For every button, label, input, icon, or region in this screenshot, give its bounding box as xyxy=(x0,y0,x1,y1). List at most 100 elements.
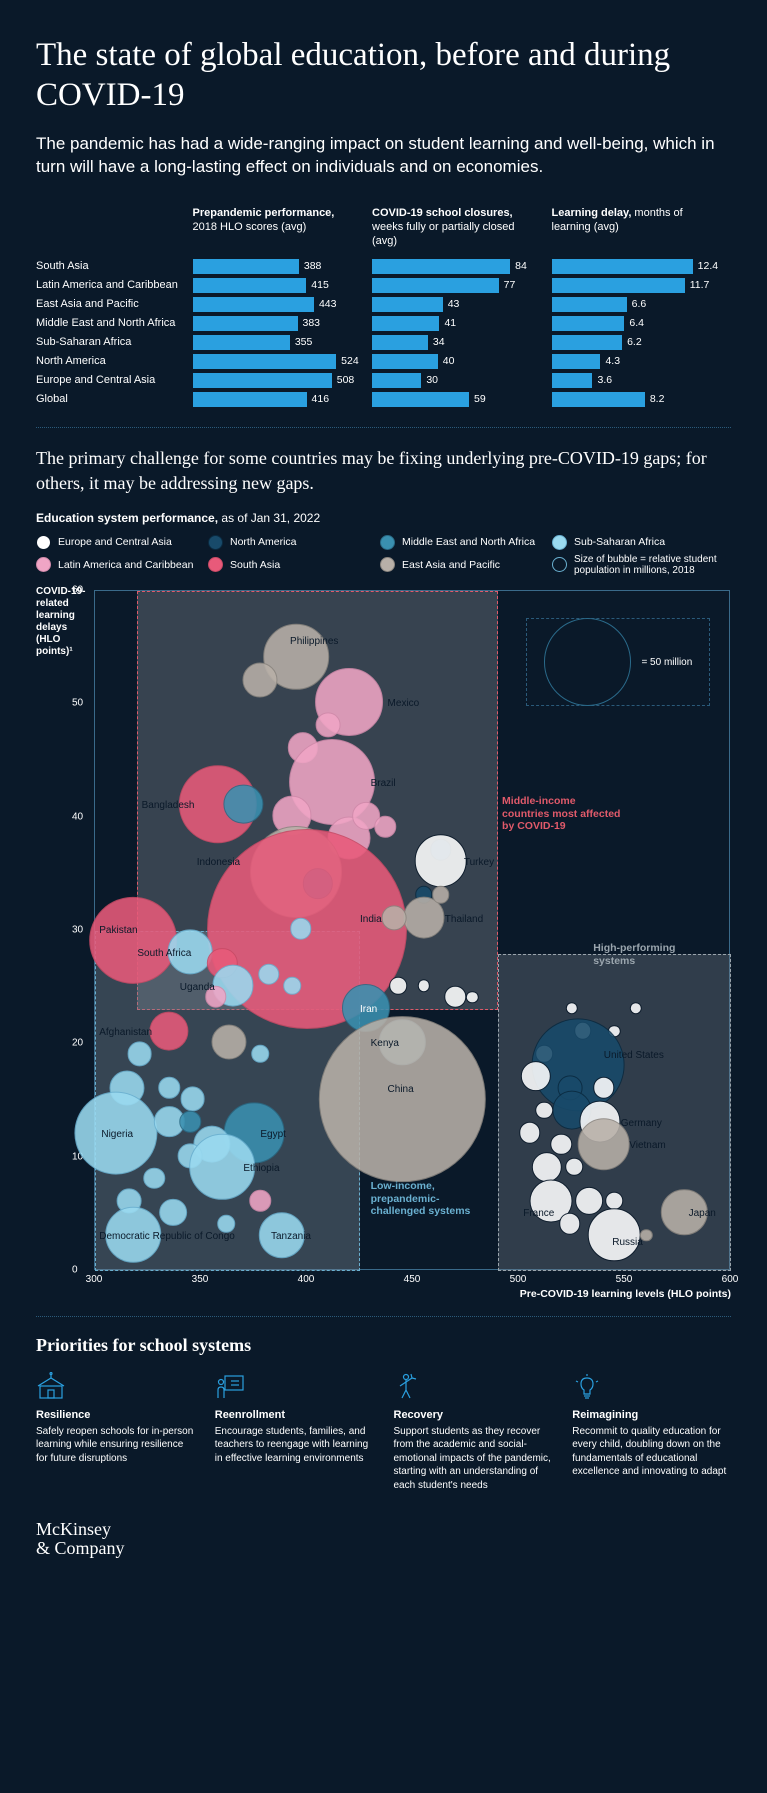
bar xyxy=(193,278,307,293)
bubble xyxy=(445,986,466,1007)
bar-region-label: North America xyxy=(36,355,193,367)
bubble xyxy=(89,896,177,984)
region-label-middle: Middle-income countries most affected by… xyxy=(502,795,622,833)
region-label-low: Low-income, prepandemic-challenged syste… xyxy=(371,1180,491,1218)
bar-cell: 524 xyxy=(193,354,372,369)
bubble-label: Vietnam xyxy=(629,1140,666,1151)
bar-value: 8.2 xyxy=(650,393,665,405)
bar-metric-header: Prepandemic performance, 2018 HLO scores… xyxy=(193,207,372,248)
bar-cell: 443 xyxy=(193,297,372,312)
x-tick: 450 xyxy=(404,1274,421,1285)
bar-value: 355 xyxy=(295,336,313,348)
bar-region-label: East Asia and Pacific xyxy=(36,298,193,310)
bar-value: 383 xyxy=(303,317,321,329)
reenrollment-icon xyxy=(215,1372,374,1402)
priority-reenrollment: ReenrollmentEncourage students, families… xyxy=(215,1372,374,1492)
bar xyxy=(552,316,625,331)
priority-reimagining: ReimaginingRecommit to quality education… xyxy=(572,1372,731,1492)
legend-swatch xyxy=(380,557,395,572)
bar xyxy=(552,335,623,350)
bubble xyxy=(551,1134,572,1155)
bubble xyxy=(375,816,396,837)
bubble xyxy=(578,1118,631,1171)
bubble xyxy=(243,662,278,697)
bar xyxy=(193,259,299,274)
bar-row: Latin America and Caribbean4157711.7 xyxy=(36,277,731,293)
bar xyxy=(193,335,290,350)
bubble xyxy=(606,1192,624,1210)
bar-cell: 41 xyxy=(372,316,551,331)
priority-text: Encourage students, families, and teache… xyxy=(215,1425,374,1466)
y-tick: 40 xyxy=(72,811,83,822)
bar-cell: 40 xyxy=(372,354,551,369)
x-tick: 500 xyxy=(510,1274,527,1285)
bubble xyxy=(389,977,407,995)
legend-swatch xyxy=(208,557,223,572)
legend-swatch xyxy=(380,535,395,550)
bubble-label: Afghanistan xyxy=(99,1027,152,1038)
priority-title: Resilience xyxy=(36,1408,195,1423)
page-subtitle: The pandemic has had a wide-ranging impa… xyxy=(36,133,731,179)
bar-cell: 3.6 xyxy=(552,373,731,388)
bar-cell: 11.7 xyxy=(552,278,731,293)
bar-cell: 508 xyxy=(193,373,372,388)
bubble xyxy=(559,1213,580,1234)
legend-label: Sub-Saharan Africa xyxy=(574,536,665,549)
bar-chart-group: Prepandemic performance, 2018 HLO scores… xyxy=(36,207,731,407)
bar-value: 77 xyxy=(504,279,516,291)
bubble xyxy=(127,1041,152,1066)
legend-swatch xyxy=(36,535,51,550)
bar xyxy=(193,373,332,388)
bar-value: 415 xyxy=(311,279,329,291)
priority-recovery: RecoverySupport students as they recover… xyxy=(394,1372,553,1492)
bar-metric-header: COVID-19 school closures, weeks fully or… xyxy=(372,207,551,248)
bubble xyxy=(144,1168,165,1189)
bubble xyxy=(189,1134,255,1200)
bar-region-label: Sub-Saharan Africa xyxy=(36,336,193,348)
bubble xyxy=(519,1122,540,1143)
x-tick: 300 xyxy=(86,1274,103,1285)
bar-cell: 12.4 xyxy=(552,259,731,274)
recovery-icon xyxy=(394,1372,553,1402)
bar xyxy=(193,354,337,369)
legend-size-note: Size of bubble = relative student popula… xyxy=(552,554,724,576)
bar-region-label: Middle East and North Africa xyxy=(36,317,193,329)
legend-swatch xyxy=(36,557,51,572)
bubble xyxy=(382,905,407,930)
bar-region-label: Global xyxy=(36,393,193,405)
bubble xyxy=(565,1158,583,1176)
bubble xyxy=(224,785,263,824)
legend-label: East Asia and Pacific xyxy=(402,559,500,572)
bar xyxy=(552,373,593,388)
bubble xyxy=(258,1212,304,1258)
bar-cell: 30 xyxy=(372,373,551,388)
scatter-legend: Europe and Central AsiaNorth AmericaMidd… xyxy=(36,535,731,576)
bar xyxy=(372,354,438,369)
bar-cell: 43 xyxy=(372,297,551,312)
bar-value: 11.7 xyxy=(690,279,710,291)
legend-label: Latin America and Caribbean xyxy=(58,559,193,572)
bubble xyxy=(218,1215,236,1233)
legend-swatch xyxy=(208,535,223,550)
bubble xyxy=(661,1189,707,1235)
bar-row: Global416598.2 xyxy=(36,391,731,407)
y-tick: 50 xyxy=(72,698,83,709)
bubble xyxy=(205,986,226,1007)
bar-cell: 8.2 xyxy=(552,392,731,407)
bar-value: 6.6 xyxy=(632,298,647,310)
bar xyxy=(372,316,439,331)
legend-swatch xyxy=(552,535,567,550)
legend-item: East Asia and Pacific xyxy=(380,554,552,576)
priority-text: Safely reopen schools for in-person lear… xyxy=(36,1425,195,1466)
bar-row: East Asia and Pacific44343 6.6 xyxy=(36,296,731,312)
reimagining-icon xyxy=(572,1372,731,1402)
bubble xyxy=(180,1111,201,1132)
bar-value: 6.2 xyxy=(627,336,642,348)
bubble xyxy=(316,713,341,738)
bar-cell: 6.6 xyxy=(552,297,731,312)
y-tick: 60 xyxy=(72,584,83,595)
region-label-high: High-performing systems xyxy=(593,942,713,967)
bar-value: 388 xyxy=(304,260,322,272)
bar-row: Middle East and North Africa383416.4 xyxy=(36,315,731,331)
bar-cell: 388 xyxy=(193,259,372,274)
